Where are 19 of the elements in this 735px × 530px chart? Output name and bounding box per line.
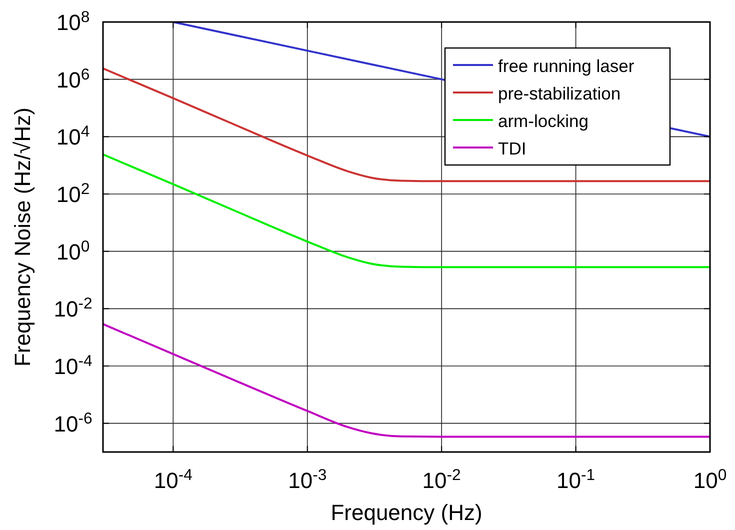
x-tick-label: 10$^{0}$ — [693, 466, 727, 493]
y-tick-label: 10$^{-6}$ — [54, 410, 92, 436]
y-tick-label: 10$^{2}$ — [56, 180, 90, 207]
legend-label: arm-locking — [498, 111, 588, 131]
y-axis-title: Frequency Noise (Hz/√Hz) — [10, 107, 35, 367]
y-tick-label: 10$^{6}$ — [56, 66, 90, 92]
legend-label: pre-stabilization — [498, 84, 621, 104]
y-tick-label: 10$^{8}$ — [56, 8, 90, 35]
x-tick-label: 10$^{-2}$ — [422, 466, 461, 493]
x-axis-title: Frequency (Hz) — [330, 500, 482, 525]
y-tick-label: 10$^{4}$ — [56, 123, 90, 150]
legend-label: TDI — [498, 138, 526, 158]
x-tick-label: 10$^{-1}$ — [556, 466, 596, 493]
y-tick-label: 10$^{-4}$ — [54, 352, 92, 379]
y-tick-label: 10$^{-2}$ — [54, 295, 92, 322]
legend-label: free running laser — [498, 56, 634, 76]
x-tick-label: 10$^{-4}$ — [154, 466, 193, 493]
x-tick-label: 10$^{-3}$ — [288, 466, 327, 493]
y-tick-label: 10$^{0}$ — [56, 238, 90, 264]
